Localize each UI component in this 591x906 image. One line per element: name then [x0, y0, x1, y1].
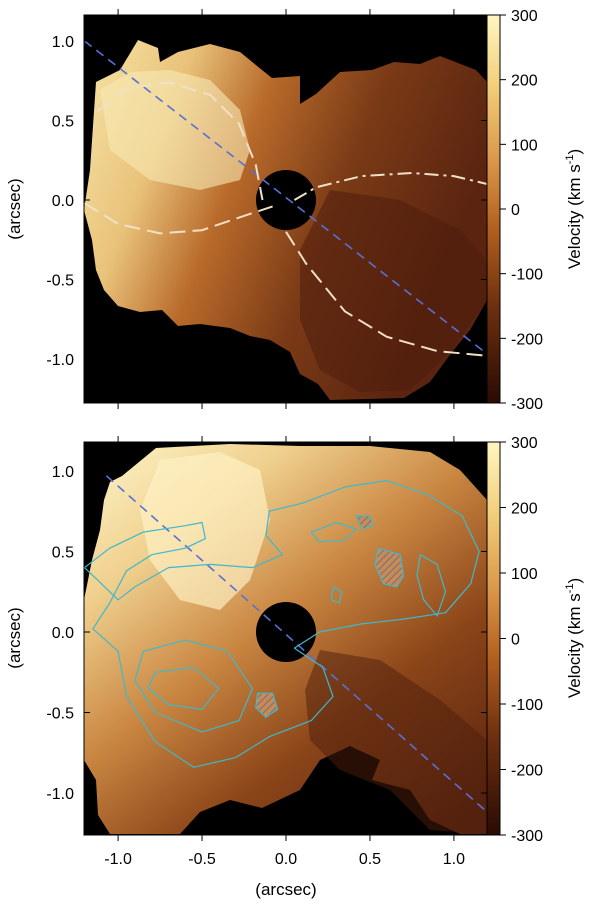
y-tick-label: -0.5: [46, 706, 74, 723]
colorbar-tick-label: -100: [511, 697, 543, 714]
y-tick-label: 0.0: [52, 625, 74, 642]
x-tick-label: 0.0: [275, 851, 297, 868]
x-tick-label: -0.5: [188, 851, 216, 868]
top-bright-region: [100, 70, 250, 190]
colorbar-tick-label: 0: [511, 202, 520, 219]
model-curve: [293, 172, 488, 201]
top-map: [84, 15, 487, 403]
colorbar-tick-label: 100: [511, 566, 538, 583]
top-y-axis-label: (arcsec): [5, 178, 24, 239]
hatched-region: [255, 692, 279, 719]
colorbar-tick-label: -100: [511, 267, 543, 284]
y-tick-label: 1.0: [52, 34, 74, 51]
contour-line: [416, 554, 447, 617]
contour-line: [134, 639, 253, 733]
y-tick-label: 0.5: [52, 544, 74, 561]
x-tick-label: -1.0: [104, 851, 132, 868]
bottom-map: [84, 442, 487, 835]
bottom-panel: 1.0 0.5 0.0 -0.5 -1.0 -1.0 -0.5 0.0 0.5 1.0 (arc…: [5, 435, 584, 899]
bottom-colorbar-ticks: 300 200 100 0 -100 -200 -300: [500, 435, 543, 845]
bottom-y-axis-label: (arcsec): [5, 607, 24, 668]
contour-line: [330, 586, 342, 604]
contour-line: [147, 666, 220, 710]
top-panel: 1.0 0.5 0.0 -0.5 -1.0 (arcsec) 300 200 100 0 -10…: [5, 8, 584, 413]
bottom-overlays: [83, 475, 489, 813]
y-tick-label: -1.0: [46, 352, 74, 369]
bottom-colorbar: [486, 441, 501, 836]
top-masked-center: [256, 170, 316, 230]
hatched-region: [374, 547, 405, 588]
colorbar-tick-label: -300: [511, 828, 543, 845]
top-y-ticks: 1.0 0.5 0.0 -0.5 -1.0: [46, 34, 487, 369]
hatched-region: [355, 515, 375, 530]
dashed-axis-line: [105, 475, 489, 813]
top-colorbar-label: Velocity (km s-1): [564, 149, 584, 269]
top-x-ticks: [117, 9, 455, 409]
colorbar-tick-label: -200: [511, 763, 543, 780]
contour-line: [83, 480, 480, 768]
bottom-colorbar-label: Velocity (km s-1): [564, 578, 584, 698]
model-curve: [285, 231, 488, 357]
colorbar-tick-label: -200: [511, 331, 543, 348]
y-tick-label: 0.5: [52, 113, 74, 130]
colorbar-tick-label: 300: [511, 8, 538, 25]
bottom-y-ticks: 1.0 0.5 0.0 -0.5 -1.0: [46, 464, 487, 803]
y-tick-label: 0.0: [52, 193, 74, 210]
y-tick-label: -1.0: [46, 786, 74, 803]
contour-line: [310, 521, 358, 543]
bottom-masked-center: [256, 602, 316, 662]
bottom-bright-region: [140, 452, 270, 610]
dashed-axis-line: [84, 40, 488, 355]
colorbar-tick-label: 300: [511, 435, 538, 452]
colorbar-tick-label: 0: [511, 632, 520, 649]
y-tick-label: 1.0: [52, 464, 74, 481]
model-curve: [83, 202, 273, 235]
y-tick-label: -0.5: [46, 273, 74, 290]
top-colorbar-ticks: 300 200 100 0 -100 -200 -300: [500, 8, 543, 413]
bottom-x-ticks: -1.0 -0.5 0.0 0.5 1.0: [104, 436, 465, 868]
bottom-x-axis-label: (arcsec): [255, 880, 316, 899]
model-curve: [97, 81, 264, 201]
colorbar-tick-label: 200: [511, 73, 538, 90]
colorbar-tick-label: 200: [511, 501, 538, 518]
colorbar-tick-label: 100: [511, 137, 538, 154]
x-tick-label: 1.0: [443, 851, 465, 868]
x-tick-label: 0.5: [359, 851, 381, 868]
top-dark-region: [300, 190, 487, 392]
top-colorbar: [486, 14, 501, 404]
bottom-dark-region: [305, 650, 487, 834]
colorbar-tick-label: -300: [511, 396, 543, 413]
top-overlays: [83, 40, 488, 357]
